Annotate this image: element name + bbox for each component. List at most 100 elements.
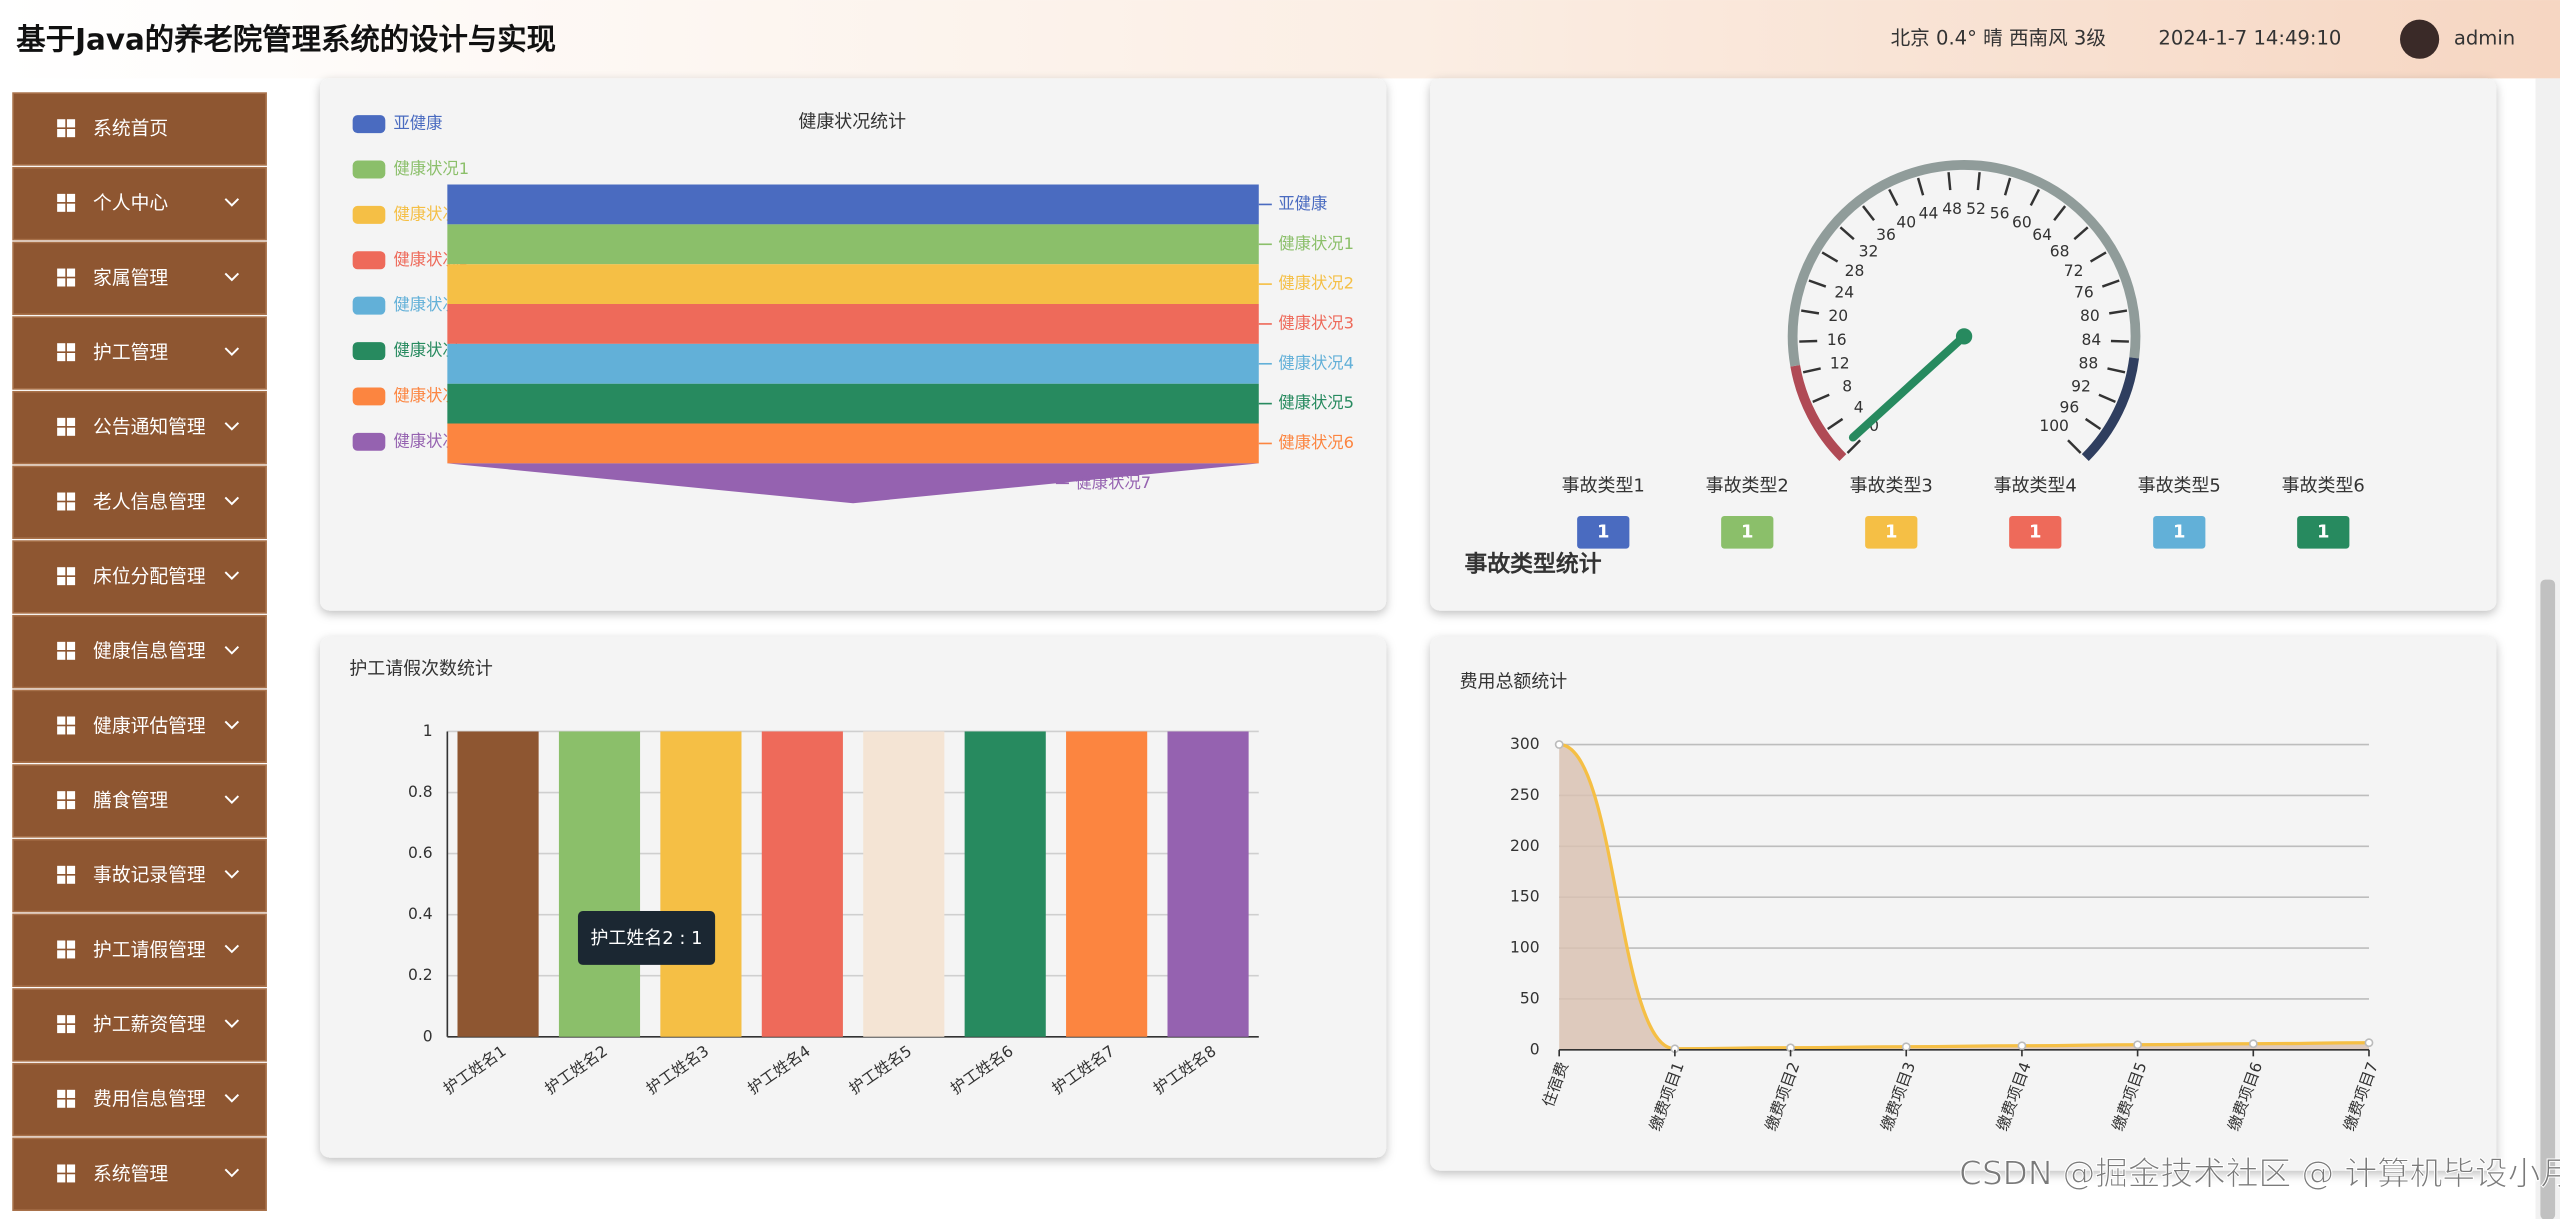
value-badge (1721, 515, 1774, 549)
menu-icon (66, 417, 76, 427)
menu-chevron (224, 571, 240, 580)
menu-label: 系统首页 (93, 118, 168, 140)
gauge-tick-label: 24 (1834, 284, 1854, 302)
menu-icon (57, 1015, 66, 1024)
menu-item-bg (12, 838, 267, 913)
menu-label: 膳食管理 (93, 789, 168, 811)
legend-swatch (352, 296, 386, 315)
menu-item[interactable]: 系统首页 (12, 92, 267, 166)
menu-item[interactable]: 费用信息管理 (12, 1062, 267, 1137)
legend-swatch (352, 387, 386, 406)
menu-icon (57, 651, 66, 660)
gauge-tick (2073, 226, 2089, 241)
gauge-tick-label: 4 (1854, 398, 1864, 416)
menu-item[interactable]: 事故记录管理 (12, 838, 267, 913)
menu-icon (66, 1089, 76, 1098)
menu-item[interactable]: 老人信息管理 (12, 465, 267, 540)
gauge-tick (2003, 177, 2012, 196)
menu-item[interactable]: 公告通知管理 (12, 390, 267, 465)
menu-icon (66, 1164, 76, 1173)
menu-chevron (224, 198, 240, 207)
menu-icon (66, 1174, 76, 1183)
gauge-tick (2107, 367, 2126, 374)
menu-icon (57, 641, 66, 651)
menu-label: 护工薪资管理 (93, 1013, 206, 1035)
menu-icon (57, 427, 66, 436)
chart-title: 健康状况统计 (798, 111, 906, 132)
gauge-tick-label: 56 (1990, 205, 2010, 223)
menu-item-bg (12, 316, 267, 390)
app-title: 基于Java的养老院管理系统的设计与实现 (16, 22, 556, 56)
area (1559, 744, 2369, 1050)
menu-icon (57, 1099, 66, 1108)
point (2133, 1040, 2143, 1050)
menu-item[interactable]: 家属管理 (12, 241, 267, 316)
bar (1167, 731, 1249, 1037)
y-tick-label: 0.4 (408, 905, 433, 923)
menu-item[interactable]: 系统管理 (12, 1137, 267, 1212)
gauge-tick (2110, 339, 2129, 343)
funnel-label: 健康状况2 (1278, 274, 1354, 293)
menu-item[interactable]: 护工请假管理 (12, 913, 267, 988)
menu-chevron (224, 272, 240, 282)
menu-icon (66, 492, 76, 501)
gauge-band (2081, 357, 2140, 462)
menu-icon (66, 641, 76, 651)
menu-item[interactable]: 健康评估管理 (12, 689, 267, 764)
menu-item[interactable]: 护工管理 (12, 316, 267, 390)
gauge-tick (1827, 417, 1844, 431)
menu-icon (66, 1015, 76, 1024)
gauge-tick-label: 84 (2081, 331, 2101, 349)
menu-icon (66, 129, 76, 138)
funnel-segment (447, 264, 1259, 305)
menu-icon (57, 940, 66, 949)
user-name[interactable]: admin (2454, 27, 2515, 50)
menu-icon (66, 119, 76, 128)
menu-icon (66, 865, 76, 874)
gauge-band (1787, 160, 2141, 367)
menu-label: 护工请假管理 (93, 939, 206, 961)
gauge-band (1790, 364, 1847, 462)
menu-icon (66, 193, 76, 203)
funnel-label: 健康状况1 (1278, 234, 1354, 253)
gauge-tick-label: 32 (1859, 243, 1879, 261)
menu-icon (66, 427, 76, 436)
menu-icon (57, 1024, 66, 1034)
menu-icon (57, 567, 66, 576)
legend-swatch (352, 115, 386, 134)
menu-label: 系统管理 (93, 1163, 168, 1185)
gauge-tick-label: 12 (1830, 355, 1850, 373)
avatar[interactable] (2400, 19, 2440, 59)
menu-item[interactable]: 护工薪资管理 (12, 988, 267, 1062)
menu-chevron (224, 870, 240, 879)
menu-icon (66, 203, 76, 212)
chart-title: 事故类型统计 (1464, 550, 1601, 577)
menu-icon (66, 352, 76, 362)
bar (660, 731, 742, 1037)
funnel-segment (447, 224, 1259, 265)
bar (1066, 731, 1148, 1037)
gauge-tick (1846, 439, 1862, 454)
gauge-tick (2098, 393, 2116, 403)
header-bar (0, 0, 2560, 79)
menu-icon (66, 502, 76, 511)
scrollbar-thumb[interactable] (2540, 579, 2556, 1219)
gauge-tick (2067, 439, 2082, 454)
menu-icon (57, 1174, 66, 1183)
menu-item[interactable]: 健康信息管理 (12, 614, 267, 689)
gauge-tick-label: 28 (1845, 262, 1865, 280)
point (2364, 1038, 2374, 1048)
gauge-tick (2029, 188, 2041, 206)
point (2017, 1041, 2027, 1051)
menu-icon (57, 203, 66, 212)
menu-item-bg (12, 241, 267, 316)
menu-item[interactable]: 床位分配管理 (12, 540, 267, 614)
gauge-tick (1801, 309, 1820, 315)
menu-item[interactable]: 膳食管理 (12, 764, 267, 838)
menu-label: 事故记录管理 (93, 864, 206, 886)
y-tick-label: 1 (423, 722, 433, 740)
menu-item[interactable]: 个人中心 (12, 166, 267, 241)
chart-title: 费用总额统计 (1460, 671, 1568, 692)
gauge-tick-label: 52 (1966, 200, 1986, 218)
watermark: CSDN @掘金技术社区 @ 计算机毕设小月哥 (1959, 1155, 2560, 1193)
